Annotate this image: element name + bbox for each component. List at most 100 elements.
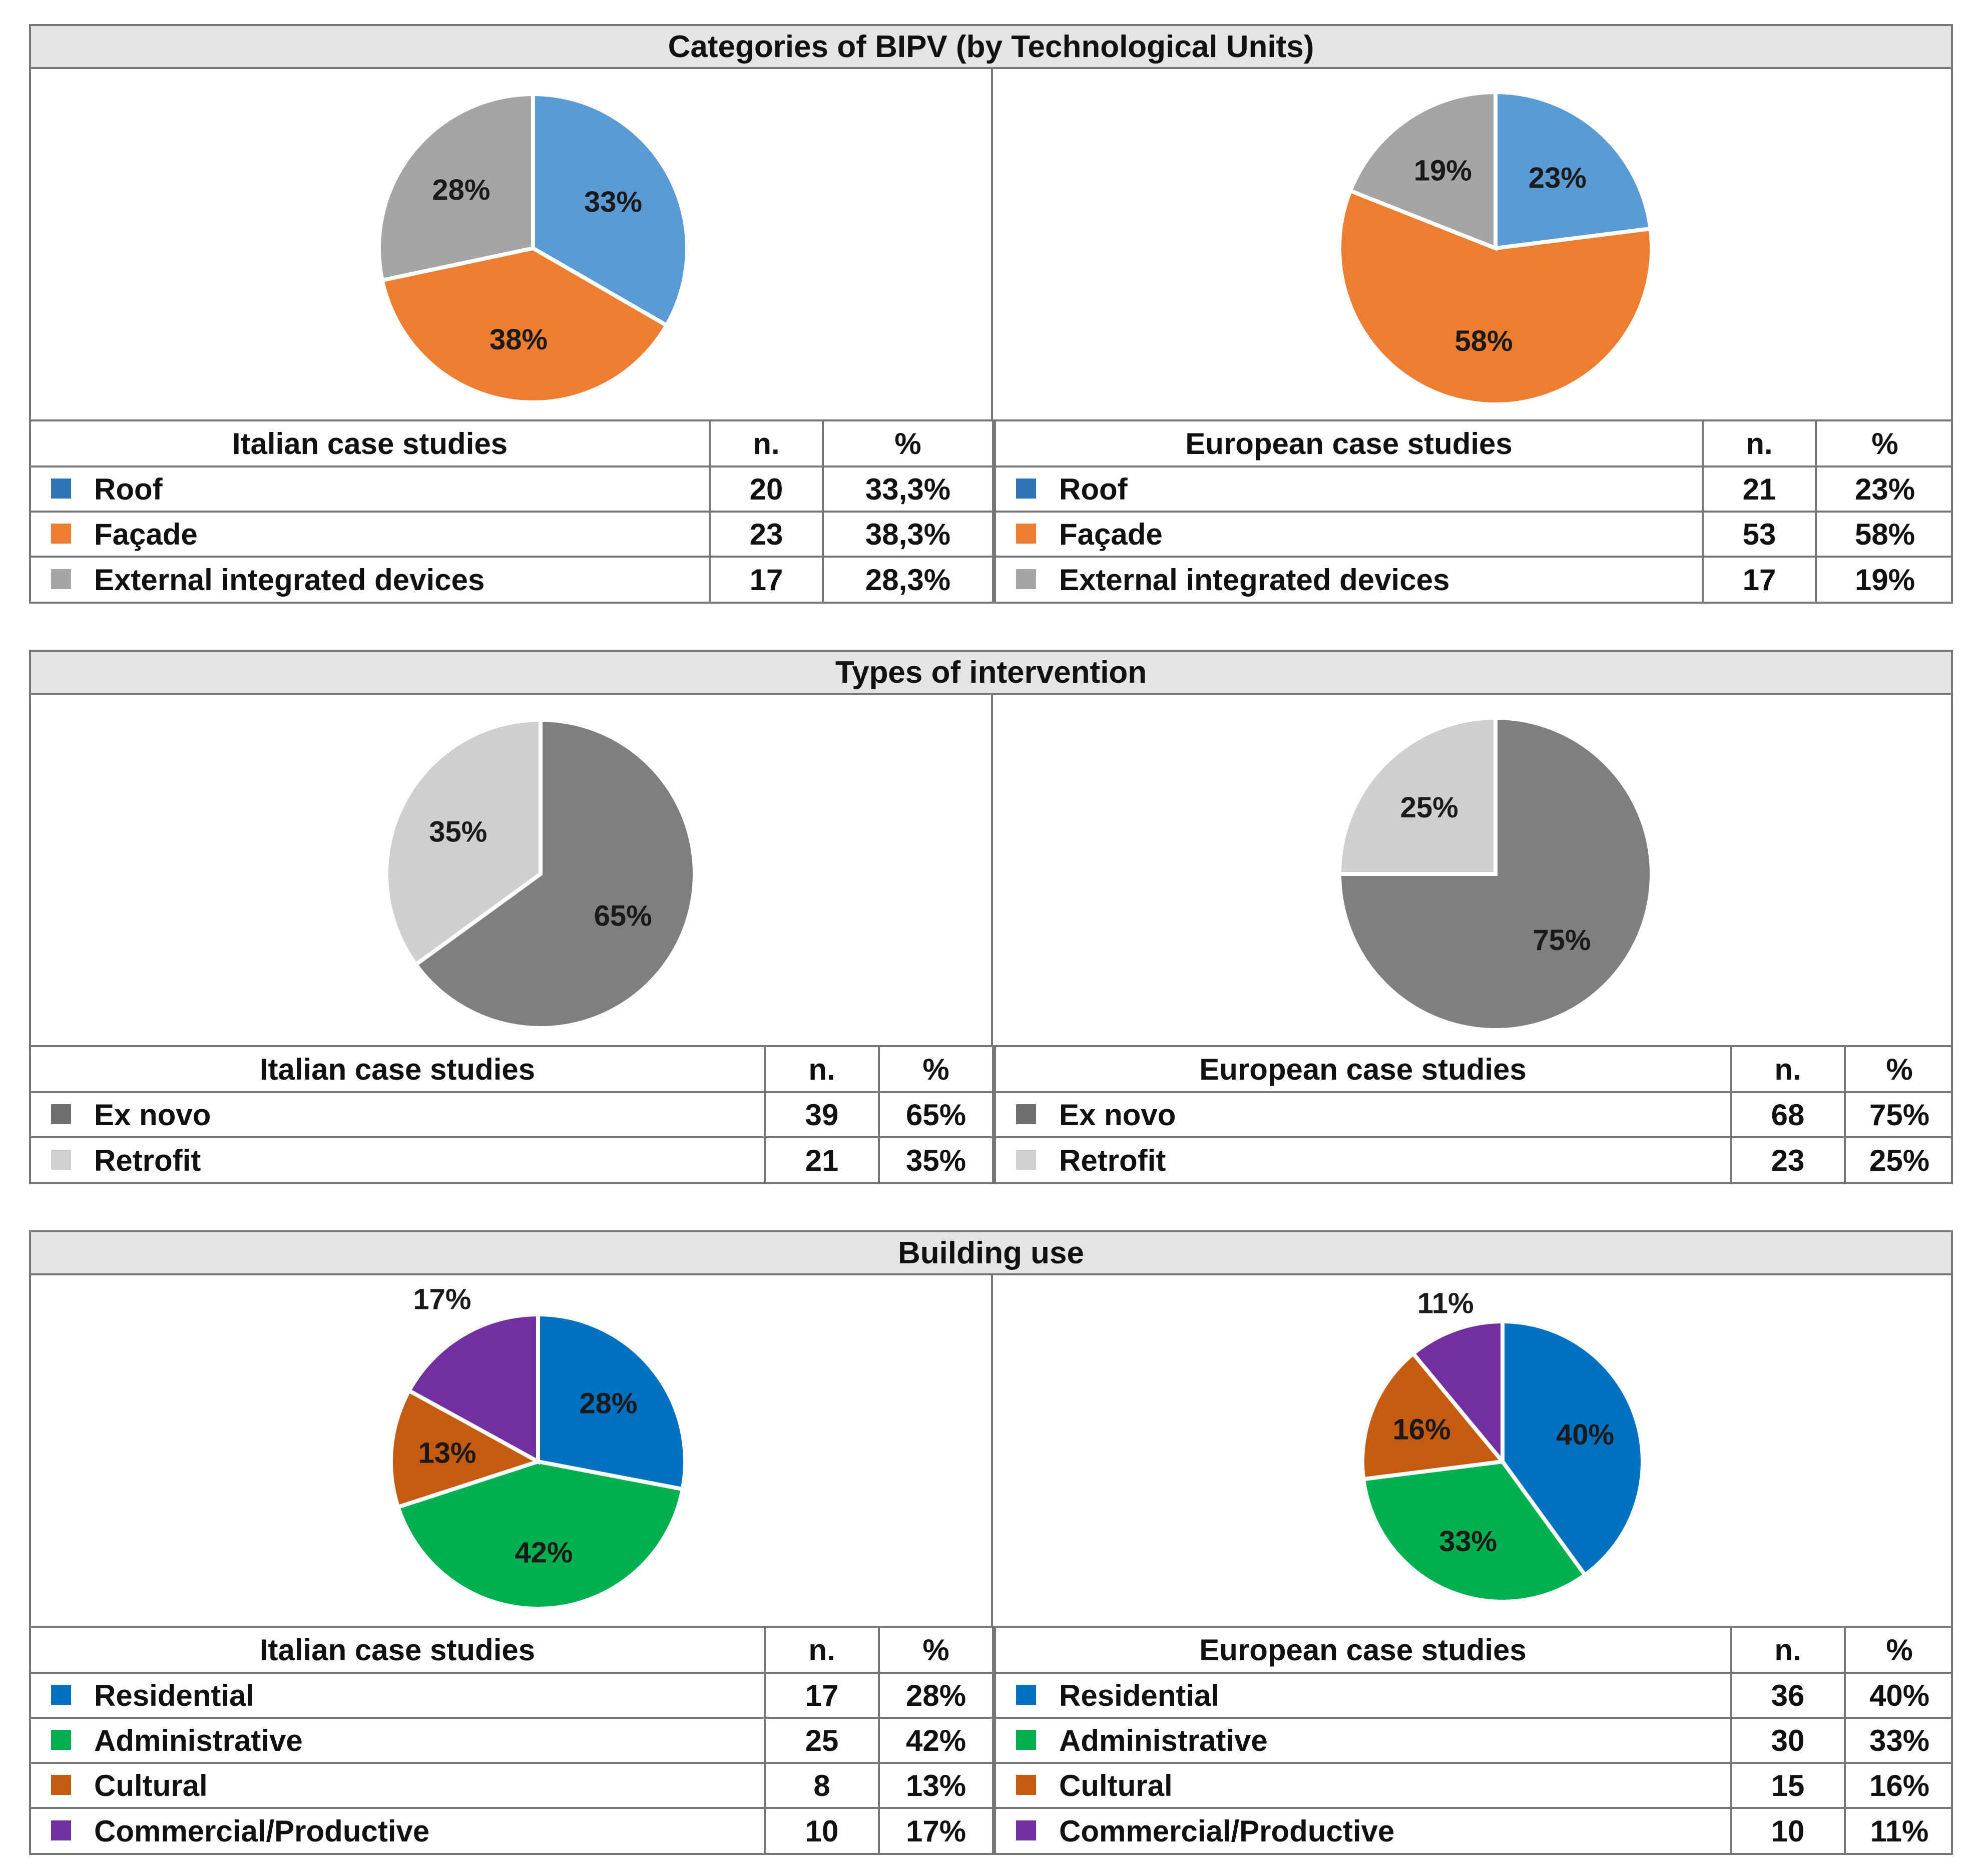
pie-slice-retrofit [384, 717, 543, 968]
legend-swatch-administrative [51, 1729, 71, 1750]
legend-swatch-retrofit [1016, 1149, 1036, 1170]
section-title: Building use [31, 1232, 1951, 1275]
row-label: External integrated devices [94, 563, 485, 597]
table-header: Italian case studies [31, 1047, 766, 1093]
slice-data-label: 38% [489, 323, 548, 356]
legend-swatch-commercial [1016, 1820, 1036, 1840]
table-row: Commercial/Productive 10 11% [994, 1807, 1953, 1853]
row-n: 17 [709, 556, 824, 602]
row-n: 8 [764, 1762, 880, 1809]
column-n: n. [764, 1047, 880, 1093]
legend-swatch-commercial [51, 1820, 71, 1840]
section-intervention-types: Types of intervention 65% 35% 75% 25% Ital… [29, 650, 1953, 1184]
charts-row: 28% 42% 13% 17% 40% 33% 16% 11% [31, 1275, 1951, 1628]
legend-swatch-residential [1016, 1684, 1036, 1705]
tables-row: Italian case studies n.% Ex novo 39 65% Ret… [31, 1047, 1953, 1182]
legend-swatch-external [51, 569, 71, 589]
slice-data-label: 33% [1439, 1525, 1497, 1558]
legend-swatch-cultural [1016, 1774, 1036, 1795]
pie-chart-european: 75% 25% [993, 695, 1953, 1045]
row-n: 68 [1730, 1091, 1846, 1138]
legend-swatch-roof [1016, 478, 1036, 499]
slice-data-label: 58% [1454, 325, 1513, 357]
table-row: Retrofit 21 35% [31, 1136, 994, 1182]
legend-swatch-external [1016, 569, 1036, 589]
row-n: 17 [764, 1672, 880, 1719]
legend-swatch-retrofit [51, 1149, 71, 1170]
pie-slice-external-integrated-devices [377, 92, 535, 283]
tables-row: Italian case studies n.% Roof 20 33,3% Faça… [31, 421, 1953, 602]
legend-swatch-ex-novo [1016, 1104, 1036, 1124]
column-n: n. [1702, 421, 1817, 467]
row-n: 53 [1702, 511, 1817, 558]
row-pct: 35% [878, 1136, 994, 1182]
divider [991, 1275, 993, 1626]
legend-swatch-facade [1016, 523, 1036, 544]
row-label: Cultural [94, 1768, 208, 1802]
row-label: Commercial/Productive [1059, 1814, 1395, 1848]
divider [991, 69, 993, 419]
table-row: Façade 23 38,3% [31, 511, 994, 558]
pie-slice-roof [531, 92, 689, 328]
pie-svg-italian: 33% 38% 28% [377, 92, 689, 404]
pie-svg-european: 75% 25% [1337, 715, 1654, 1032]
row-label: External integrated devices [1059, 563, 1450, 597]
slice-data-label: 28% [432, 174, 490, 206]
legend-swatch-ex-novo [51, 1104, 71, 1124]
table-header: European case studies [994, 1047, 1732, 1093]
row-label: Cultural [1059, 1768, 1173, 1802]
row-pct: 65% [878, 1091, 994, 1138]
table-row: Retrofit 23 25% [994, 1136, 1953, 1182]
pie-chart-european: 40% 33% 16% 11% [993, 1275, 1953, 1626]
table-row: Residential 17 28% [31, 1672, 994, 1719]
row-label: Retrofit [1059, 1143, 1166, 1177]
table-italian: Italian case studies n.% Roof 20 33,3% Faça… [31, 421, 994, 602]
section-title: Categories of BIPV (by Technological Uni… [31, 26, 1951, 69]
legend-swatch-roof [51, 478, 71, 499]
table-header: Italian case studies [31, 421, 711, 467]
charts-row: 33% 38% 28% 23% 58% 19% [31, 69, 1951, 421]
slice-data-label: 11% [1417, 1287, 1474, 1319]
row-n: 15 [1730, 1762, 1846, 1809]
table-italian: Italian case studies n.% Residential 17 28%… [31, 1628, 994, 1853]
table-row: Roof 21 23% [994, 465, 1953, 513]
table-row: Administrative 25 42% [31, 1717, 994, 1764]
pie-svg-italian: 28% 42% 13% 17% [389, 1283, 687, 1611]
slice-data-label: 19% [1414, 155, 1472, 187]
table-european: European case studies n.% Ex novo 68 75% Re… [994, 1047, 1953, 1182]
section-title: Types of intervention [31, 652, 1951, 695]
legend-swatch-residential [51, 1684, 71, 1705]
pie-slice-cultural [1360, 1350, 1507, 1482]
table-row: Façade 53 58% [994, 511, 1953, 558]
pie-chart-european: 23% 58% 19% [993, 69, 1953, 419]
pie-slice-external-integrated-devices [1347, 90, 1498, 251]
row-label: Roof [94, 472, 163, 506]
row-pct: 33% [1844, 1717, 1953, 1764]
pie-slice-ex-novo [413, 717, 697, 1030]
pie-slice-fa-ade [1337, 188, 1654, 406]
column-pct: % [878, 1628, 994, 1674]
tables-row: Italian case studies n.% Residential 17 28%… [31, 1628, 1953, 1853]
row-pct: 42% [878, 1717, 994, 1764]
charts-row: 65% 35% 75% 25% [31, 695, 1951, 1047]
row-pct: 40% [1844, 1672, 1953, 1719]
pie-svg-european: 40% 33% 16% 11% [1360, 1287, 1645, 1604]
legend-swatch-administrative [1016, 1729, 1036, 1750]
row-pct: 11% [1844, 1807, 1953, 1853]
row-n: 21 [1702, 465, 1817, 513]
table-row: External integrated devices 17 28,3% [31, 556, 994, 602]
table-row: Cultural 8 13% [31, 1762, 994, 1809]
pie-slice-cultural [389, 1387, 544, 1510]
slice-data-label: 42% [515, 1536, 573, 1569]
row-n: 20 [709, 465, 824, 513]
table-row: Ex novo 39 65% [31, 1091, 994, 1138]
slice-data-label: 25% [1400, 791, 1458, 824]
table-italian: Italian case studies n.% Ex novo 39 65% Ret… [31, 1047, 994, 1182]
column-n: n. [1730, 1628, 1846, 1674]
row-label: Roof [1059, 472, 1128, 506]
row-label: Ex novo [94, 1098, 211, 1132]
slice-data-label: 40% [1556, 1419, 1614, 1451]
row-pct: 75% [1844, 1091, 1953, 1138]
slice-data-label: 17% [413, 1283, 471, 1316]
row-label: Façade [1059, 517, 1163, 551]
